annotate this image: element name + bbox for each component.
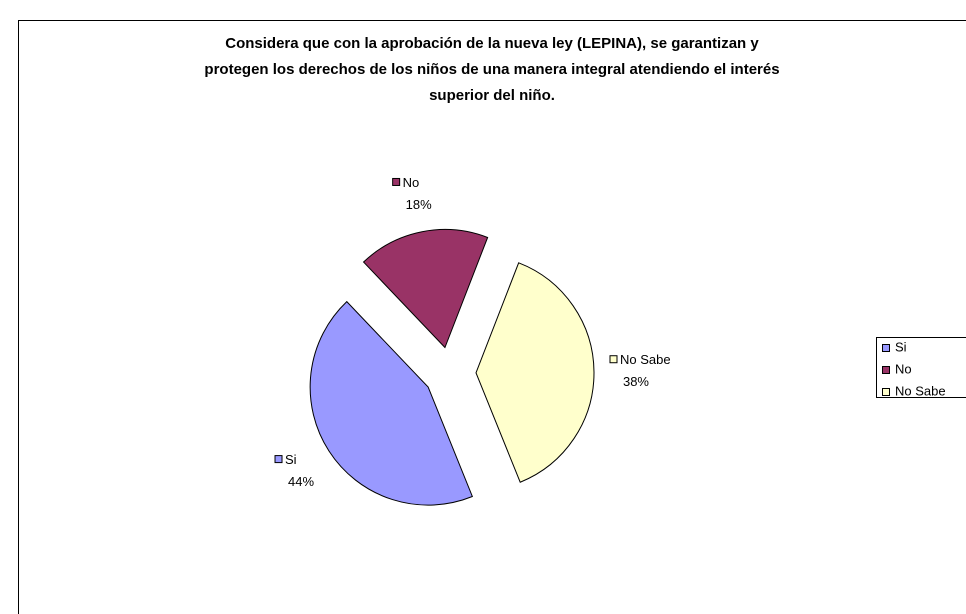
data-label-name: No Sabe <box>620 352 671 367</box>
data-label-value: 44% <box>288 474 314 489</box>
label-key <box>274 455 283 464</box>
data-label-name: Si <box>285 452 297 467</box>
label-key <box>392 177 401 186</box>
chart-title: Considera que con la aprobación de la nu… <box>225 35 759 52</box>
pie-slice <box>475 262 595 483</box>
legend-label: No Sabe <box>895 383 946 398</box>
legend-key <box>882 344 890 352</box>
chart-frame <box>18 20 966 614</box>
pie-slice <box>309 300 474 506</box>
legend-key <box>882 388 890 396</box>
legend-label: No <box>895 361 912 376</box>
data-label-value: 38% <box>623 374 649 389</box>
legend-key <box>882 366 890 374</box>
legend-box <box>876 337 966 398</box>
data-label-name: No <box>403 175 420 190</box>
data-label-value: 18% <box>406 197 432 212</box>
pie-slice <box>362 228 489 349</box>
label-key <box>609 355 618 364</box>
legend-label: Si <box>895 339 907 354</box>
chart-title: superior del niño. <box>429 87 555 104</box>
chart-title: protegen los derechos de los niños de un… <box>204 61 779 78</box>
